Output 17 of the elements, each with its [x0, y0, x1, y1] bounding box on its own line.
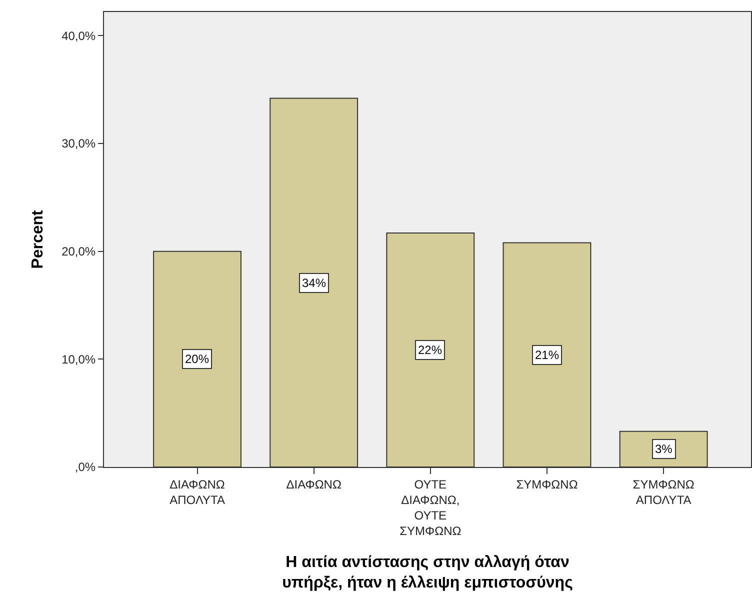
x-axis-title: Η αιτία αντίστασης στην αλλαγή όταν υπήρξε, ήταν η έλλειψη εμπιστοσύνης: [282, 554, 573, 592]
data-label: 3%: [655, 442, 673, 456]
x-tick-label: ΣΥΜΦΩΝΩ: [516, 477, 578, 492]
data-label: 21%: [535, 348, 560, 362]
y-tick-label: 10,0%: [62, 352, 96, 366]
y-tick-label: ,0%: [74, 460, 96, 474]
y-axis-title: Percent: [29, 209, 46, 269]
y-tick-label: 40,0%: [62, 28, 96, 43]
data-label: 22%: [418, 343, 442, 357]
data-label: 20%: [185, 352, 210, 366]
x-tick-label: ΣΥΜΦΩΝΩ ΑΠΟΛΥΤΑ: [632, 477, 694, 507]
x-tick-label: ΔΙΑΦΩΝΩ: [286, 477, 342, 492]
y-tick-label: 20,0%: [62, 244, 96, 259]
y-tick-label: 30,0%: [62, 136, 96, 151]
data-label: 34%: [302, 276, 326, 290]
x-tick-label: ΔΙΑΦΩΝΩ ΑΠΟΛΥΤΑ: [170, 477, 225, 507]
x-tick-label: ΟΥΤΕ ΔΙΑΦΩΝΩ, ΟΥΤΕ ΣΥΜΦΩΝΩ: [400, 477, 462, 538]
